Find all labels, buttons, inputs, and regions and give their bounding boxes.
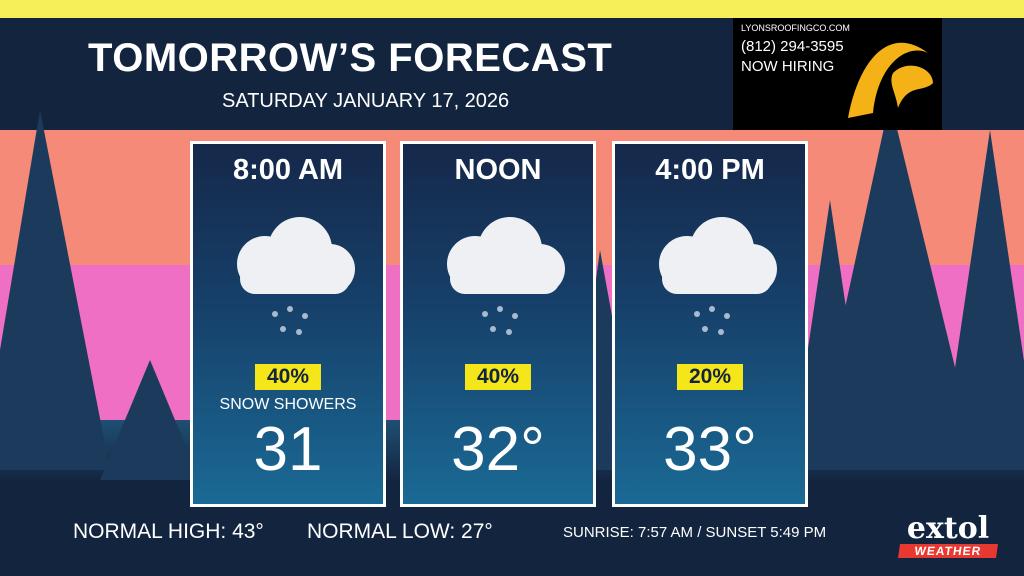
- forecast-date: SATURDAY JANUARY 17, 2026: [222, 90, 510, 112]
- forecast-panel-noon: NOON 40% 32°: [400, 141, 596, 507]
- snow-cloud-icon: [237, 217, 355, 335]
- ad-phone: (812) 294-3595: [741, 38, 844, 55]
- normal-low: NORMAL LOW: 27°: [307, 520, 493, 543]
- sunrise-sunset: SUNRISE: 7:57 AM / SUNSET 5:49 PM: [563, 524, 827, 541]
- temperature: 32°: [451, 415, 545, 484]
- page-title: TOMORROW’S FORECAST: [88, 36, 613, 80]
- snow-cloud-icon: [659, 217, 777, 335]
- precip-chance-badge: 20%: [676, 364, 744, 390]
- precip-chance-badge: 40%: [254, 364, 322, 390]
- ad-tagline: NOW HIRING: [741, 58, 835, 75]
- sponsor-ad[interactable]: LYONSROOFINGCO.COM (812) 294-3595 NOW HI…: [733, 18, 942, 130]
- brand-sub: WEATHER: [898, 544, 998, 558]
- forecast-panel-morning: 8:00 AM 40% SNOW SHOWERS 31: [190, 141, 386, 507]
- top-yellow-strip: [0, 0, 1024, 18]
- ad-website: LYONSROOFINGCO.COM: [741, 23, 850, 33]
- brand-name: extol: [906, 511, 990, 546]
- lion-logo-icon: [848, 42, 933, 118]
- forecast-panel-afternoon: 4:00 PM 20% 33°: [612, 141, 808, 507]
- snow-cloud-icon: [447, 217, 565, 335]
- period-time: NOON: [454, 154, 542, 186]
- temperature: 31: [253, 415, 323, 484]
- precip-chance-badge: 40%: [464, 364, 532, 390]
- temperature: 33°: [663, 415, 757, 484]
- extol-weather-logo: extol WEATHER: [893, 511, 1003, 559]
- normal-high: NORMAL HIGH: 43°: [73, 520, 264, 543]
- period-time: 8:00 AM: [232, 154, 344, 186]
- period-time: 4:00 PM: [655, 154, 765, 186]
- condition-text: SNOW SHOWERS: [219, 396, 357, 413]
